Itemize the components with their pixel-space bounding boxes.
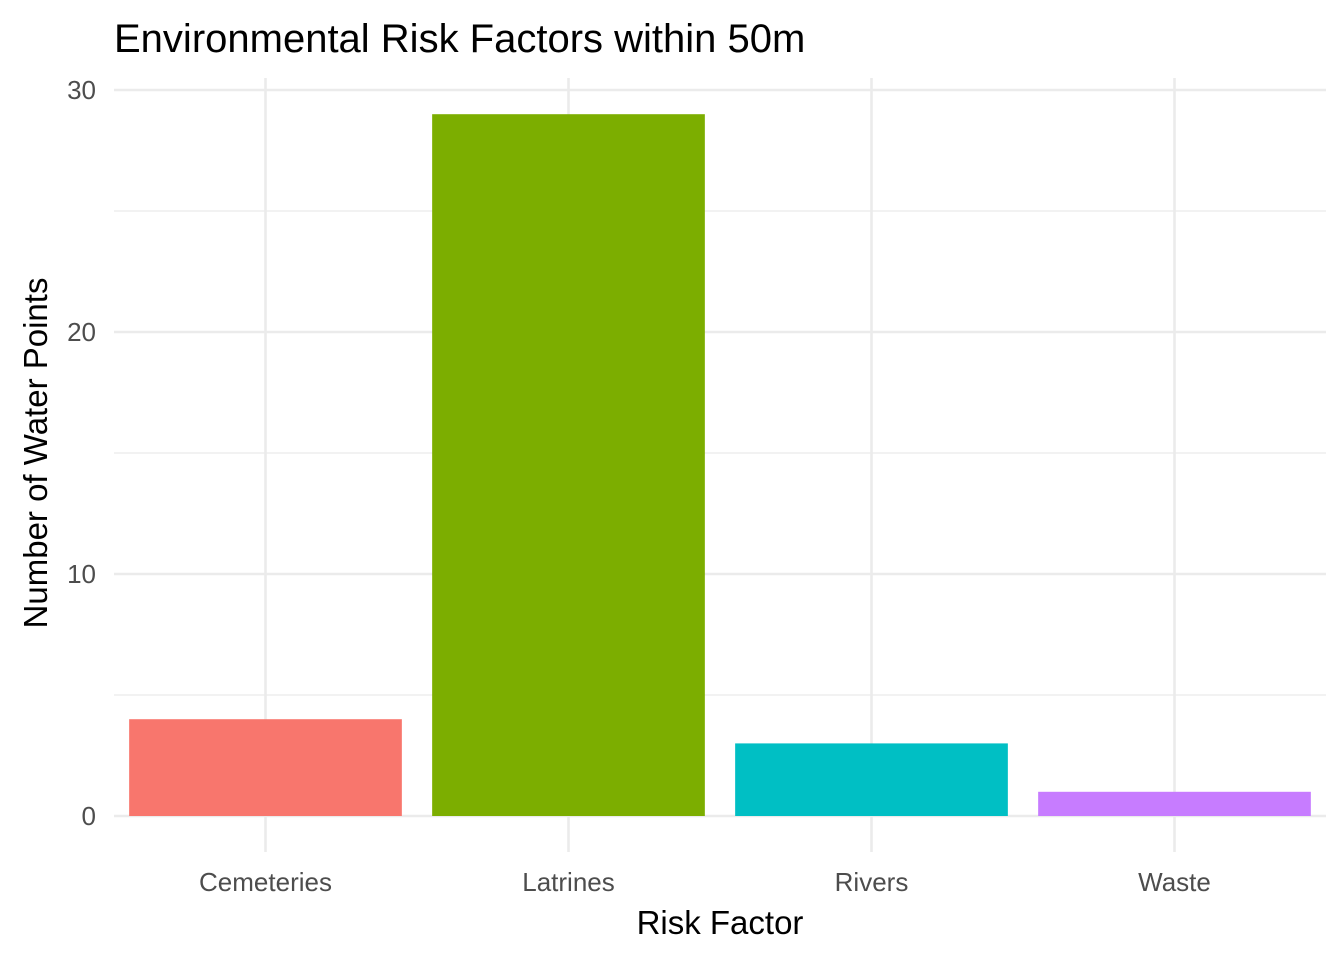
y-tick-label: 20: [67, 317, 96, 347]
y-axis-title: Number of Water Points: [17, 278, 54, 629]
y-tick-label: 30: [67, 75, 96, 105]
bar-rivers: [735, 743, 1008, 816]
chart-title: Environmental Risk Factors within 50m: [114, 17, 805, 61]
x-tick-label: Waste: [1138, 867, 1211, 897]
x-tick-label: Cemeteries: [199, 867, 332, 897]
x-tick-label: Latrines: [522, 867, 615, 897]
bar-latrines: [432, 114, 705, 816]
bar-waste: [1038, 791, 1311, 816]
x-axis-ticks: Cemeteries Latrines Rivers Waste: [199, 867, 1211, 897]
bars: [129, 114, 1311, 816]
y-tick-label: 0: [82, 801, 96, 831]
x-tick-label: Rivers: [835, 867, 909, 897]
y-axis-ticks: 0 10 20 30: [67, 75, 96, 831]
x-axis-title: Risk Factor: [637, 904, 804, 941]
y-tick-label: 10: [67, 559, 96, 589]
bar-cemeteries: [129, 719, 402, 816]
